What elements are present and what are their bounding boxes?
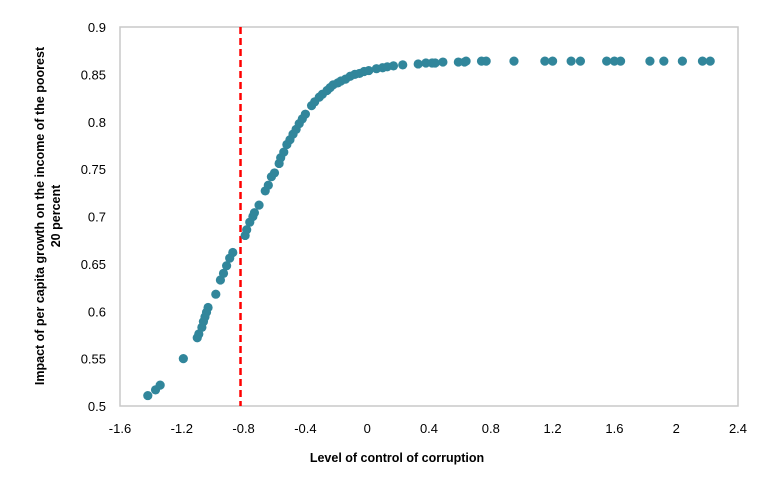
data-point bbox=[566, 56, 576, 66]
data-point bbox=[222, 261, 232, 271]
x-tick-label: 0 bbox=[364, 421, 371, 436]
data-point bbox=[203, 302, 213, 313]
data-point bbox=[254, 200, 264, 210]
data-point bbox=[575, 56, 586, 66]
data-point bbox=[413, 59, 423, 69]
data-point bbox=[398, 60, 408, 70]
data-point bbox=[645, 56, 655, 66]
y-tick-label: 0.6 bbox=[88, 304, 106, 319]
data-point bbox=[242, 225, 252, 235]
data-point bbox=[481, 56, 491, 66]
y-tick-label: 0.9 bbox=[88, 20, 106, 35]
data-point bbox=[218, 268, 229, 278]
x-tick-label: -1.6 bbox=[109, 421, 131, 436]
x-tick-label: 0.4 bbox=[420, 421, 438, 436]
plot-area-frame bbox=[119, 26, 739, 407]
data-point bbox=[509, 56, 519, 66]
x-tick-label: -0.4 bbox=[294, 421, 316, 436]
y-tick-label: 0.5 bbox=[88, 399, 106, 414]
x-tick-label: 2.4 bbox=[729, 421, 747, 436]
data-point bbox=[430, 58, 440, 68]
data-point bbox=[540, 56, 550, 66]
x-tick-labels: -1.6 -1.2 -0.8 -0.4 0 0.4 0.8 1.2 1.6 2 2.4 bbox=[109, 421, 747, 436]
data-point bbox=[602, 56, 612, 66]
y-axis-title: Impact of per capita growth on the incom… bbox=[33, 46, 63, 385]
data-point bbox=[438, 57, 448, 67]
data-point bbox=[697, 56, 708, 66]
data-point bbox=[615, 56, 626, 66]
data-point bbox=[461, 56, 471, 66]
data-point bbox=[155, 380, 165, 390]
data-point bbox=[228, 247, 238, 258]
data-points bbox=[143, 56, 715, 401]
data-point bbox=[269, 168, 280, 178]
y-tick-labels: 0.5 0.55 0.6 0.65 0.7 0.75 0.8 0.85 0.9 bbox=[81, 20, 106, 414]
data-point bbox=[388, 61, 399, 71]
y-tick-label: 0.85 bbox=[81, 67, 106, 82]
x-axis-title: Level of control of corruption bbox=[310, 451, 484, 465]
data-point bbox=[677, 56, 687, 66]
data-point bbox=[211, 289, 221, 299]
x-tick-label: 1.6 bbox=[605, 421, 623, 436]
data-point bbox=[548, 56, 558, 66]
data-point bbox=[143, 390, 153, 401]
data-point bbox=[705, 56, 715, 66]
y-tick-label: 0.75 bbox=[81, 162, 106, 177]
x-tick-label: 2 bbox=[673, 421, 680, 436]
data-point bbox=[178, 354, 188, 364]
y-tick-label: 0.8 bbox=[88, 115, 106, 130]
y-tick-label: 0.65 bbox=[81, 257, 106, 272]
x-tick-label: 1.2 bbox=[544, 421, 562, 436]
data-point bbox=[659, 56, 669, 66]
y-axis-title-line-2: 20 percent bbox=[49, 184, 63, 247]
y-tick-label: 0.7 bbox=[88, 210, 106, 225]
data-point bbox=[249, 208, 260, 218]
data-point bbox=[263, 180, 273, 190]
y-axis-title-line-1: Impact of per capita growth on the incom… bbox=[33, 46, 47, 385]
data-point bbox=[364, 65, 374, 76]
data-point bbox=[300, 109, 310, 119]
data-point bbox=[279, 147, 289, 157]
x-tick-label: -1.2 bbox=[171, 421, 193, 436]
y-tick-label: 0.55 bbox=[81, 352, 106, 367]
x-tick-label: 0.8 bbox=[482, 421, 500, 436]
x-tick-label: -0.8 bbox=[232, 421, 254, 436]
